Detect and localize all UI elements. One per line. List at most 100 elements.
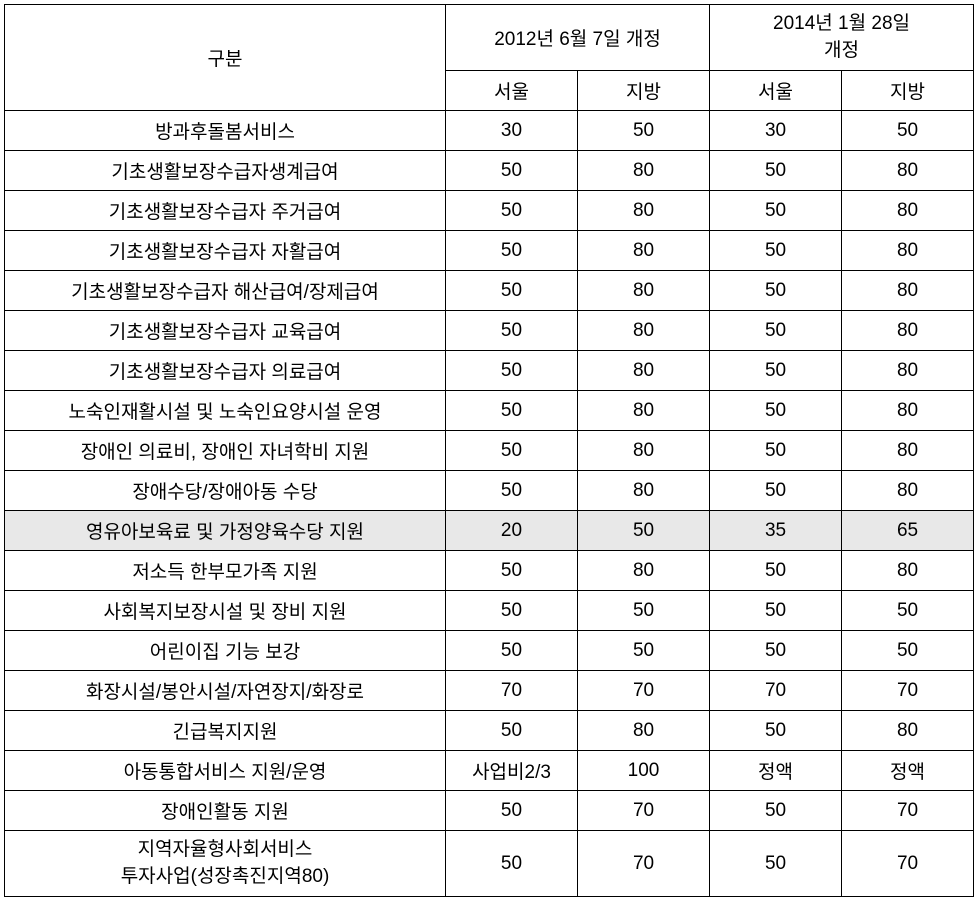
- cell-p2_seoul: 50: [710, 631, 842, 671]
- cell-p1_seoul: 50: [446, 591, 578, 631]
- cell-p2_region: 50: [842, 631, 974, 671]
- header-category: 구분: [5, 5, 446, 111]
- table-row: 장애수당/장애아동 수당50805080: [5, 471, 974, 511]
- cell-p2_region: 80: [842, 231, 974, 271]
- cell-p1_seoul: 50: [446, 151, 578, 191]
- table-row: 노숙인재활시설 및 노숙인요양시설 운영50805080: [5, 391, 974, 431]
- cell-p2_region: 정액: [842, 751, 974, 791]
- cell-p2_region: 80: [842, 391, 974, 431]
- cell-p2_seoul: 50: [710, 711, 842, 751]
- table-header: 구분 2012년 6월 7일 개정 2014년 1월 28일개정 서울 지방 서…: [5, 5, 974, 111]
- cell-p2_region: 80: [842, 271, 974, 311]
- cell-p2_region: 50: [842, 111, 974, 151]
- cell-p2_region: 80: [842, 471, 974, 511]
- table-row: 기초생활보장수급자 교육급여50805080: [5, 311, 974, 351]
- cell-p2_region: 70: [842, 831, 974, 897]
- header-period-1: 2012년 6월 7일 개정: [446, 5, 710, 71]
- table-row: 사회복지보장시설 및 장비 지원50505050: [5, 591, 974, 631]
- cell-p1_region: 80: [578, 271, 710, 311]
- cell-p1_seoul: 70: [446, 671, 578, 711]
- table-row: 방과후돌봄서비스30503050: [5, 111, 974, 151]
- header-p1-seoul: 서울: [446, 71, 578, 111]
- header-period-2-text: 2014년 1월 28일개정: [773, 13, 910, 61]
- cell-p2_seoul: 50: [710, 551, 842, 591]
- cell-p1_region: 80: [578, 551, 710, 591]
- cell-p2_seoul: 50: [710, 591, 842, 631]
- row-category: 기초생활보장수급자 해산급여/장제급여: [5, 271, 446, 311]
- header-p2-region: 지방: [842, 71, 974, 111]
- cell-p1_region: 80: [578, 431, 710, 471]
- cell-p1_region: 80: [578, 231, 710, 271]
- cell-p1_seoul: 사업비2/3: [446, 751, 578, 791]
- table-row: 긴급복지지원50805080: [5, 711, 974, 751]
- table-row: 장애인활동 지원50705070: [5, 791, 974, 831]
- cell-p2_seoul: 50: [710, 431, 842, 471]
- cell-p1_region: 80: [578, 471, 710, 511]
- cell-p2_region: 70: [842, 671, 974, 711]
- cell-p2_seoul: 50: [710, 351, 842, 391]
- cell-p1_seoul: 50: [446, 231, 578, 271]
- row-category: 기초생활보장수급자 교육급여: [5, 311, 446, 351]
- cell-p2_seoul: 50: [710, 231, 842, 271]
- row-category: 기초생활보장수급자 주거급여: [5, 191, 446, 231]
- header-row-1: 구분 2012년 6월 7일 개정 2014년 1월 28일개정: [5, 5, 974, 71]
- cell-p2_region: 80: [842, 151, 974, 191]
- cell-p2_seoul: 정액: [710, 751, 842, 791]
- row-category: 방과후돌봄서비스: [5, 111, 446, 151]
- cell-p1_seoul: 50: [446, 471, 578, 511]
- header-p2-seoul: 서울: [710, 71, 842, 111]
- row-category: 기초생활보장수급자 자활급여: [5, 231, 446, 271]
- cell-p1_seoul: 50: [446, 791, 578, 831]
- table-row: 저소득 한부모가족 지원50805080: [5, 551, 974, 591]
- table-row: 기초생활보장수급자 의료급여50805080: [5, 351, 974, 391]
- cell-p1_seoul: 50: [446, 391, 578, 431]
- cell-p1_region: 80: [578, 191, 710, 231]
- cell-p2_region: 80: [842, 551, 974, 591]
- cell-p1_seoul: 50: [446, 831, 578, 897]
- cell-p1_region: 100: [578, 751, 710, 791]
- cell-p1_seoul: 50: [446, 311, 578, 351]
- cell-p2_seoul: 50: [710, 191, 842, 231]
- table-row: 기초생활보장수급자생계급여50805080: [5, 151, 974, 191]
- cell-p1_region: 80: [578, 351, 710, 391]
- table-row: 지역자율형사회서비스투자사업(성장촉진지역80)50705070: [5, 831, 974, 897]
- cell-p1_region: 80: [578, 391, 710, 431]
- cell-p2_region: 80: [842, 711, 974, 751]
- cell-p2_seoul: 30: [710, 111, 842, 151]
- row-category: 저소득 한부모가족 지원: [5, 551, 446, 591]
- row-category: 장애인활동 지원: [5, 791, 446, 831]
- table-row: 기초생활보장수급자 자활급여50805080: [5, 231, 974, 271]
- cell-p2_seoul: 35: [710, 511, 842, 551]
- table-row: 장애인 의료비, 장애인 자녀학비 지원50805080: [5, 431, 974, 471]
- cell-p1_region: 50: [578, 591, 710, 631]
- cell-p2_region: 80: [842, 191, 974, 231]
- cell-p2_seoul: 50: [710, 151, 842, 191]
- table-row: 화장시설/봉안시설/자연장지/화장로70707070: [5, 671, 974, 711]
- cell-p1_seoul: 50: [446, 711, 578, 751]
- cell-p1_region: 50: [578, 631, 710, 671]
- row-category: 아동통합서비스 지원/운영: [5, 751, 446, 791]
- cell-p2_seoul: 50: [710, 391, 842, 431]
- row-category: 긴급복지지원: [5, 711, 446, 751]
- cell-p2_region: 80: [842, 431, 974, 471]
- cell-p1_seoul: 50: [446, 351, 578, 391]
- cell-p2_seoul: 50: [710, 831, 842, 897]
- cell-p2_seoul: 50: [710, 471, 842, 511]
- cell-p1_seoul: 50: [446, 191, 578, 231]
- cell-p2_region: 50: [842, 591, 974, 631]
- row-category: 어린이집 기능 보강: [5, 631, 446, 671]
- cell-p1_region: 80: [578, 711, 710, 751]
- row-category: 지역자율형사회서비스투자사업(성장촉진지역80): [5, 831, 446, 897]
- row-category: 화장시설/봉안시설/자연장지/화장로: [5, 671, 446, 711]
- cell-p2_seoul: 50: [710, 311, 842, 351]
- cell-p2_region: 80: [842, 351, 974, 391]
- cell-p1_seoul: 50: [446, 271, 578, 311]
- cell-p1_region: 70: [578, 831, 710, 897]
- cell-p1_seoul: 30: [446, 111, 578, 151]
- table-row: 아동통합서비스 지원/운영사업비2/3100정액정액: [5, 751, 974, 791]
- row-category: 노숙인재활시설 및 노숙인요양시설 운영: [5, 391, 446, 431]
- cell-p2_seoul: 70: [710, 671, 842, 711]
- table-row: 어린이집 기능 보강50505050: [5, 631, 974, 671]
- cell-p1_region: 80: [578, 151, 710, 191]
- cell-p1_region: 50: [578, 111, 710, 151]
